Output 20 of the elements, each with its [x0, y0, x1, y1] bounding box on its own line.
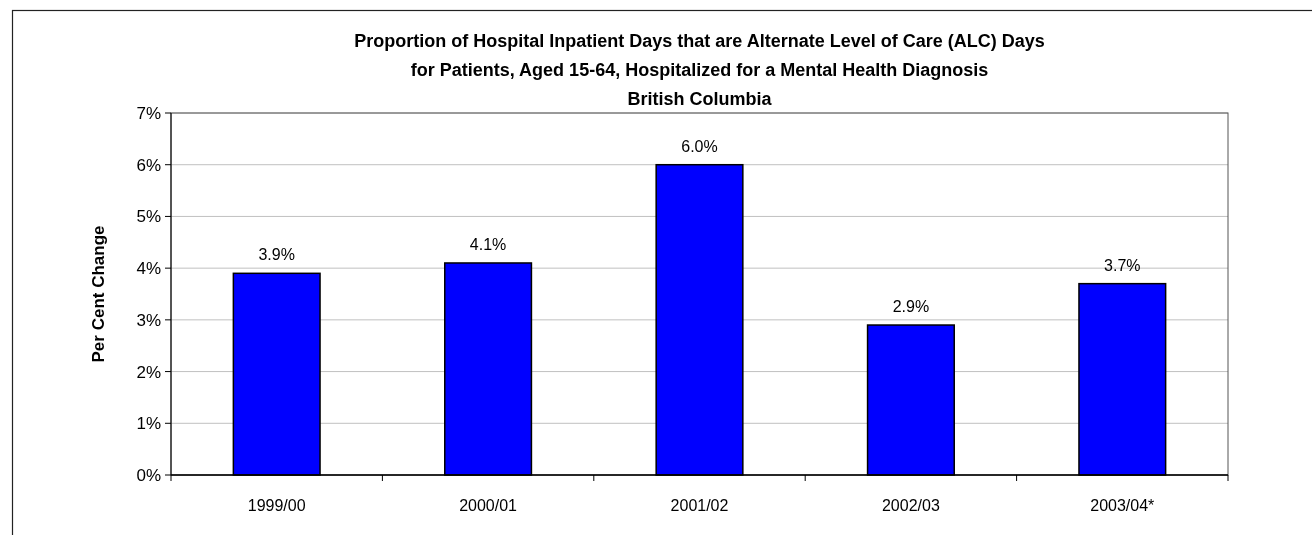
data-label: 6.0% [681, 137, 718, 155]
y-tick-label: 2% [136, 362, 161, 382]
y-tick-label: 5% [136, 207, 161, 227]
y-tick-label: 7% [136, 103, 161, 123]
y-tick-label: 4% [136, 259, 161, 279]
y-tick-label: 1% [136, 414, 161, 434]
data-label: 3.9% [258, 246, 295, 264]
y-tick-label: 3% [136, 310, 161, 330]
x-tick-label: 2002/03 [881, 497, 940, 514]
y-tick-label: 0% [136, 465, 161, 485]
x-tick-label: 1999/00 [247, 497, 306, 514]
data-label: 3.7% [1104, 256, 1141, 274]
y-axis-title: Per Cent Change [89, 225, 108, 363]
x-tick-label: 2003/04* [1090, 497, 1155, 514]
chart-title: Proportion of Hospital Inpatient Days that are Alternate Level of Care (ALC) Days for Patients, Aged 15-64, Hospitalized for a Mental Health Diagnosis British Columbia [354, 31, 1045, 109]
x-tick-label: 2000/01 [459, 497, 518, 514]
y-tick-label: 6% [136, 155, 161, 175]
x-tick-label: 2001/02 [670, 497, 729, 514]
data-label: 2.9% [892, 298, 930, 316]
data-label: 4.1% [469, 235, 507, 253]
